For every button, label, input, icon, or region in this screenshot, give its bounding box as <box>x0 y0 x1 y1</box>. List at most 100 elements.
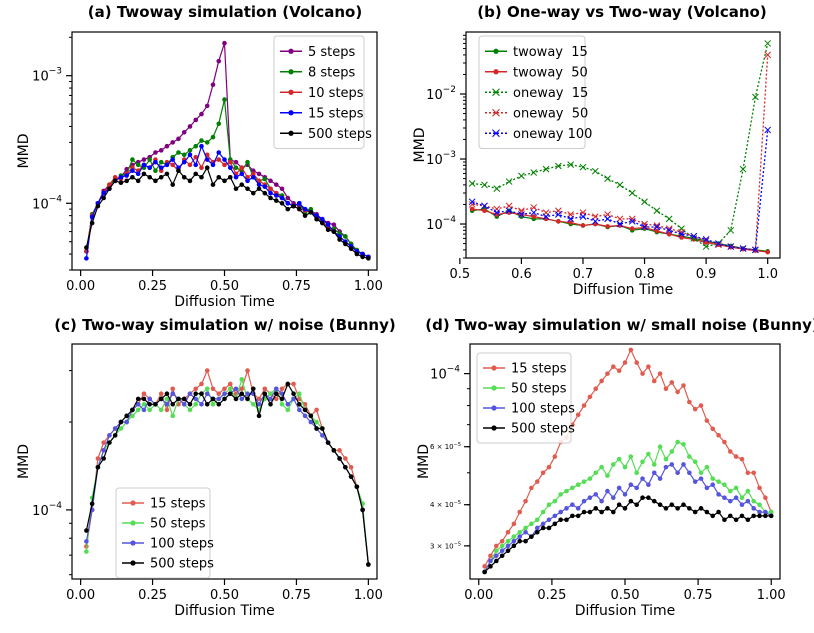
x-marker-stroke <box>505 202 513 210</box>
data-point-500-steps <box>704 509 710 515</box>
data-point-8-steps <box>308 206 314 212</box>
data-point-500-steps <box>331 229 337 234</box>
data-point-500-steps <box>130 407 135 413</box>
data-point-oneway-15 <box>493 185 501 193</box>
data-point-15-steps <box>669 380 675 385</box>
data-point-8-steps <box>187 148 193 153</box>
data-point-500-steps <box>158 396 164 402</box>
data-point-500-steps <box>564 517 569 523</box>
data-point-15-steps <box>575 412 581 418</box>
series-group <box>84 40 371 261</box>
data-point-100-steps <box>204 391 210 397</box>
y-axis-label: MMD <box>416 444 432 479</box>
y-tick-exponent: −3 <box>49 67 62 77</box>
legend-label-100-steps: 100 steps <box>150 537 214 552</box>
data-point-500-steps <box>193 391 199 397</box>
data-point-15-steps <box>593 386 599 391</box>
data-point-15-steps <box>587 394 593 400</box>
data-point-oneway-100 <box>764 126 772 134</box>
x-marker-stroke <box>616 220 624 228</box>
x-marker-stroke <box>715 241 722 249</box>
x-marker-stroke <box>493 209 501 216</box>
data-point-100-steps <box>135 401 141 407</box>
data-point-15-steps <box>245 368 250 373</box>
data-point-5-steps <box>170 140 176 145</box>
data-point-500-steps <box>124 413 129 419</box>
data-point-100-steps <box>692 479 698 484</box>
x-marker-stroke <box>518 211 525 218</box>
x-marker-stroke <box>530 169 538 176</box>
data-point-500-steps <box>164 391 170 397</box>
data-point-oneway-15 <box>567 161 575 168</box>
data-point-50-steps <box>663 456 669 462</box>
data-point-50-steps <box>651 462 657 467</box>
x-tick-label: 0.25 <box>537 588 566 603</box>
chart-title: (c) Two-way simulation w/ noise (Bunny) <box>54 316 395 334</box>
data-point-500-steps <box>199 174 204 180</box>
data-point-50-steps <box>239 377 245 382</box>
data-point-15-steps <box>279 195 285 201</box>
data-point-50-steps <box>646 451 651 457</box>
data-point-oneway-15 <box>739 165 747 173</box>
y-tick-label: 10−4 <box>430 365 460 383</box>
data-point-15-steps <box>227 165 233 171</box>
data-point-50-steps <box>587 476 593 481</box>
data-point-500-steps <box>692 509 698 515</box>
data-point-500-steps <box>523 538 528 544</box>
data-point-100-steps <box>616 485 622 491</box>
data-point-500-steps <box>210 396 216 402</box>
data-point-500-steps <box>651 498 657 504</box>
data-point-15-steps <box>704 418 710 423</box>
data-point-500-steps <box>101 195 106 201</box>
data-point-50-steps <box>593 470 599 476</box>
legend-label-50-steps: 50 steps <box>150 517 206 532</box>
data-point-100-steps <box>511 538 517 544</box>
data-point-500-steps <box>147 174 152 180</box>
data-point-oneway-15 <box>554 162 562 170</box>
data-point-50-steps <box>164 396 170 402</box>
data-point-50-steps <box>297 391 302 397</box>
x-marker-stroke <box>616 181 624 189</box>
data-point-50-steps <box>628 454 634 459</box>
data-point-50-steps <box>616 456 622 462</box>
x-marker-stroke <box>727 226 735 234</box>
axes-frame <box>71 31 378 271</box>
data-point-15-steps <box>628 347 634 353</box>
data-point-500-steps <box>130 174 135 180</box>
data-point-100-steps <box>593 492 599 497</box>
x-marker-stroke <box>542 165 550 173</box>
data-point-500-steps <box>722 517 727 523</box>
data-point-50-steps <box>84 549 89 554</box>
x-marker-stroke <box>665 215 673 223</box>
data-point-100-steps <box>308 419 314 425</box>
data-point-oneway-15 <box>616 181 624 189</box>
data-point-15-steps <box>763 495 768 501</box>
data-point-15-steps <box>170 157 176 162</box>
y-tick-base: 10 <box>430 368 447 383</box>
data-point-15-steps <box>164 407 170 413</box>
data-point-twoway-50 <box>556 219 561 224</box>
data-point-50-steps <box>158 407 164 413</box>
data-point-15-steps <box>158 391 164 397</box>
legend-marker-500-steps <box>491 425 497 431</box>
y-tick-label: 10−3 <box>426 150 456 168</box>
data-point-100-steps <box>634 485 639 491</box>
data-point-500-steps <box>204 401 210 407</box>
data-point-50-steps <box>710 476 716 481</box>
data-point-500-steps <box>308 413 314 419</box>
data-point-twoway-50 <box>765 249 770 255</box>
data-point-500-steps <box>222 178 227 184</box>
legend-marker-15-steps <box>130 500 136 506</box>
data-point-500-steps <box>320 220 325 226</box>
data-point-5-steps <box>181 130 187 135</box>
x-tick-label: 0.7 <box>573 267 594 282</box>
data-point-100-steps <box>239 396 245 402</box>
x-marker-stroke <box>764 40 772 47</box>
x-marker-stroke <box>702 237 710 245</box>
data-point-500-steps <box>587 509 593 515</box>
y-tick-base: 4 × 10 <box>430 501 454 509</box>
data-point-oneway-100 <box>505 207 513 215</box>
data-point-5-steps <box>273 182 279 187</box>
legend-label-15-steps: 15 steps <box>150 497 206 512</box>
data-point-500-steps <box>89 501 95 507</box>
